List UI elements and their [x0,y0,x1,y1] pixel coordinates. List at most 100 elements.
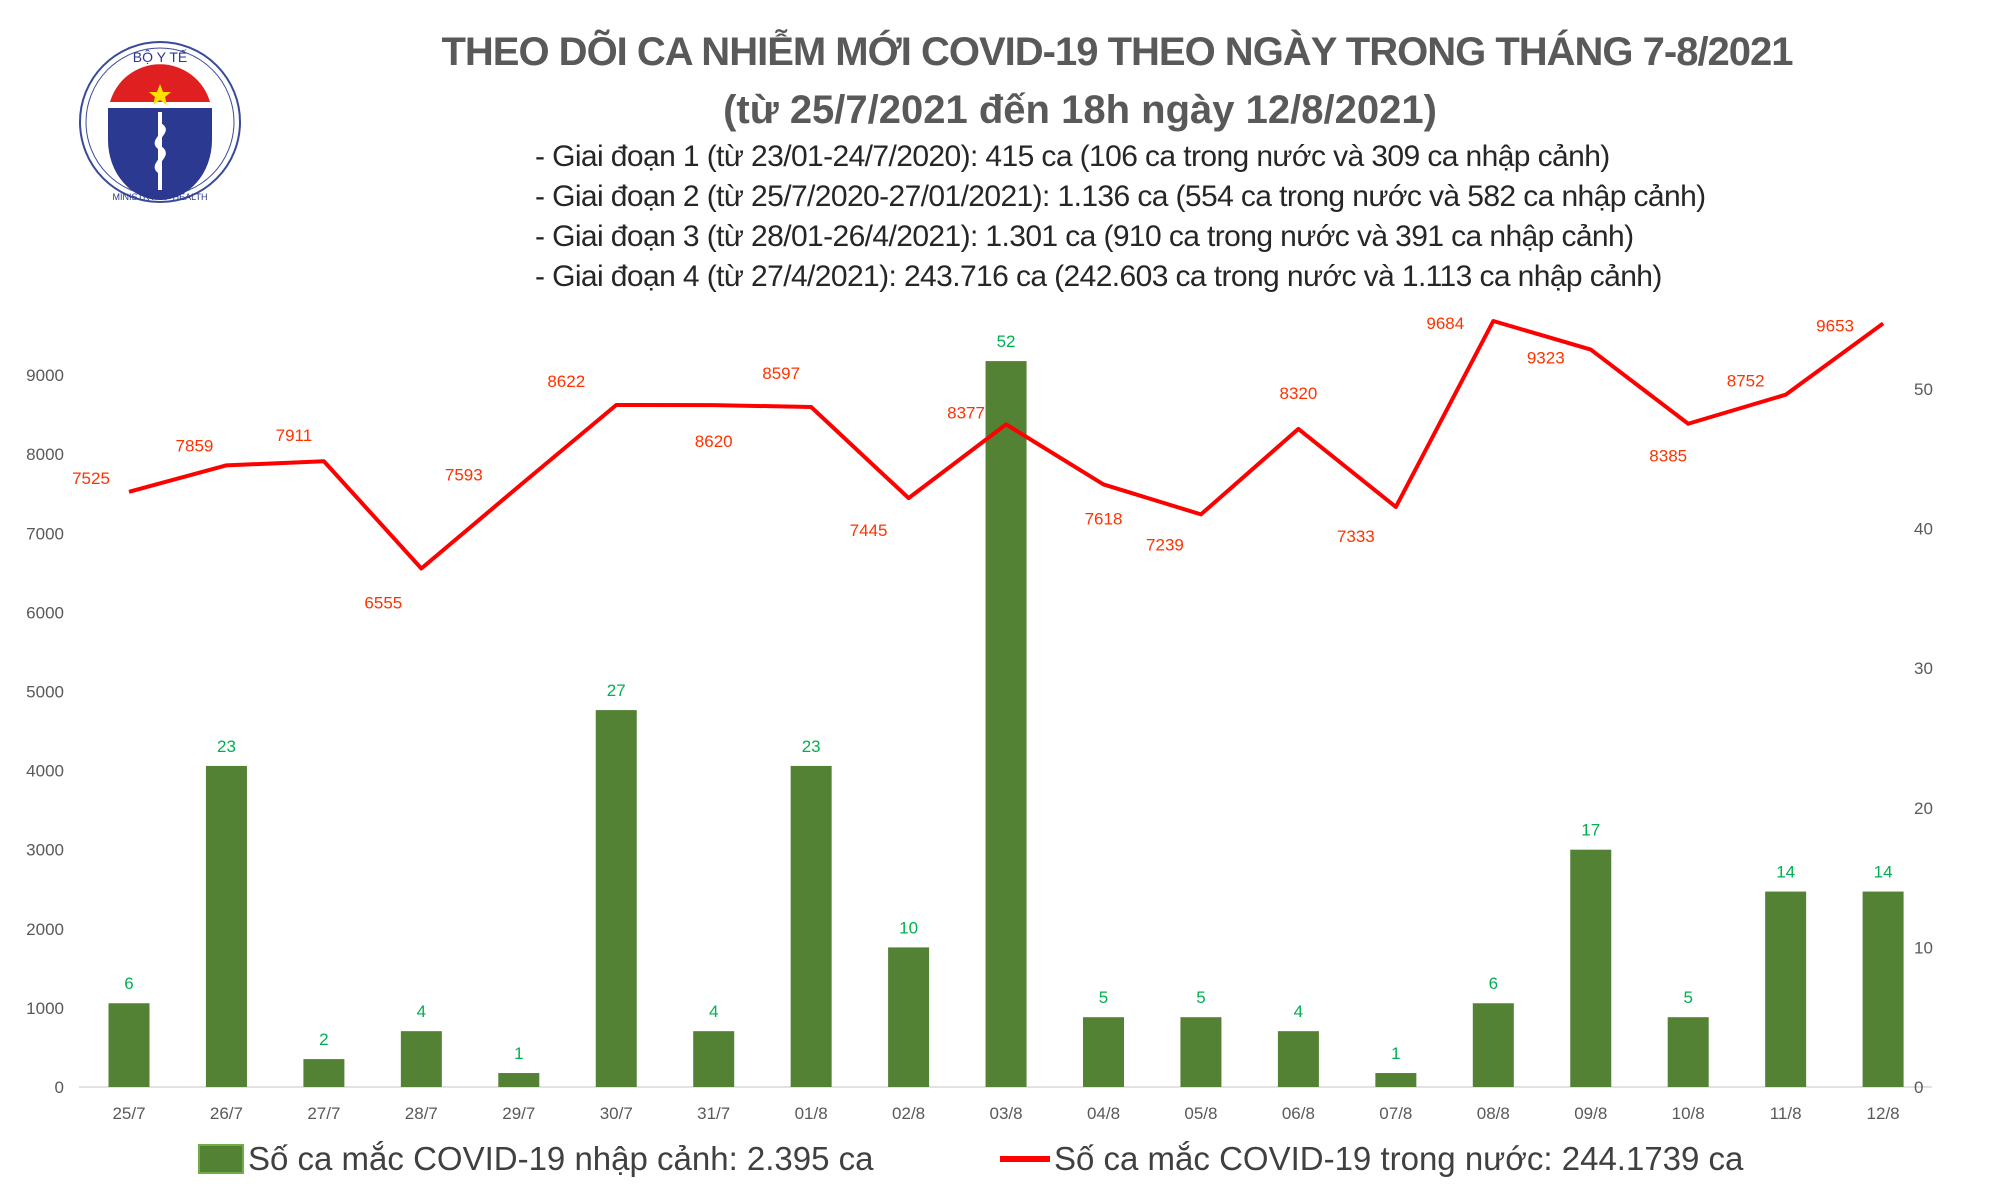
x-tick-label: 28/7 [405,1104,438,1123]
chart-subtitle: (từ 25/7/2021 đến 18h ngày 12/8/2021) [723,88,1437,132]
x-tick-label: 30/7 [600,1104,633,1123]
bar [595,710,637,1087]
legend-bar-swatch [198,1144,244,1174]
y-left-tick-label: 9000 [26,366,64,385]
stage-1-summary: - Giai đoạn 1 (từ 23/01-24/7/2020): 415 … [535,140,1610,173]
bar-data-label: 6 [1489,974,1498,993]
y-left-tick-label: 3000 [26,841,64,860]
x-tick-label: 31/7 [697,1104,730,1123]
bar [1472,1003,1514,1087]
line-data-label: 7525 [72,469,110,488]
bar-data-label: 1 [514,1044,523,1063]
bar [205,765,247,1087]
bar [400,1031,442,1087]
bar [303,1059,345,1087]
bar [1083,1017,1124,1087]
bar [888,947,930,1087]
line-data-label: 7618 [1085,509,1123,528]
bar [693,1031,735,1087]
legend-label-imported: Số ca mắc COVID-19 nhập cảnh: 2.395 ca [248,1140,874,1177]
bar [1667,1017,1709,1087]
y-right-tick-label: 50 [1914,380,1933,399]
x-tick-label: 07/8 [1379,1104,1412,1123]
y-left-tick-label: 1000 [26,999,64,1018]
bar-data-label: 5 [1196,988,1205,1007]
bar-data-label: 23 [802,737,821,756]
bar [1375,1073,1417,1087]
line-data-label: 8752 [1727,372,1765,391]
line-data-label: 7593 [445,465,483,484]
y-left-tick-label: 4000 [26,762,64,781]
bar-data-label: 10 [899,918,918,937]
x-tick-label: 04/8 [1087,1104,1120,1123]
line-data-label: 7911 [276,426,313,445]
bar [1570,849,1612,1087]
line-data-label: 8320 [1279,384,1317,403]
y-left-tick-label: 7000 [26,524,64,543]
bar [1862,891,1904,1087]
line-data-label: 8620 [695,432,733,451]
bar-data-label: 17 [1581,821,1600,840]
legend-item-domestic: Số ca mắc COVID-19 trong nước: 244.1739 … [1000,1140,1743,1178]
line-data-label: 8622 [547,372,585,391]
line-data-label: 9653 [1816,316,1854,335]
y-left-tick-label: 5000 [26,683,64,702]
ministry-of-health-logo: BỘ Y TẾ MINISTRY OF HEALTH [79,41,241,203]
legend-item-imported: Số ca mắc COVID-19 nhập cảnh: 2.395 ca [198,1140,874,1178]
line-series [128,318,1885,571]
bar-data-label: 1 [1391,1044,1400,1063]
stage-3-summary: - Giai đoạn 3 (từ 28/01-26/4/2021): 1.30… [535,220,1634,253]
line-data-label: 8597 [762,364,800,383]
bar-data-label: 23 [217,737,236,756]
x-tick-label: 09/8 [1574,1104,1607,1123]
x-tick-label: 05/8 [1184,1104,1217,1123]
bar-data-label: 52 [997,332,1016,351]
bar [1765,891,1807,1087]
bar [108,1003,150,1087]
bar-data-label: 14 [1776,863,1795,882]
y-right-tick-label: 0 [1914,1078,1923,1097]
y-left-tick-label: 8000 [26,445,64,464]
x-tick-label: 03/8 [990,1104,1023,1123]
bar-data-label: 6 [124,974,133,993]
bar [1180,1017,1222,1087]
x-tick-label: 29/7 [502,1104,535,1123]
bar-data-label: 4 [417,1002,426,1021]
bar-data-label: 14 [1874,863,1893,882]
svg-text:BỘ Y TẾ: BỘ Y TẾ [133,49,187,65]
x-tick-label: 01/8 [795,1104,828,1123]
x-tick-label: 08/8 [1477,1104,1510,1123]
line-data-label: 9684 [1426,314,1464,333]
legend-label-domestic: Số ca mắc COVID-19 trong nước: 244.1739 … [1054,1140,1744,1177]
x-tick-label: 26/7 [210,1104,243,1123]
x-tick-label: 10/8 [1672,1104,1705,1123]
y-left-tick-label: 6000 [26,603,64,622]
x-tick-label: 27/7 [307,1104,340,1123]
x-tick-label: 06/8 [1282,1104,1315,1123]
bar-data-label: 2 [319,1030,328,1049]
bar-data-label: 27 [607,681,626,700]
bar-data-label: 5 [1683,988,1692,1007]
x-tick-label: 25/7 [112,1104,145,1123]
line-data-label: 6555 [364,593,402,612]
stage-4-summary: - Giai đoạn 4 (từ 27/4/2021): 243.716 ca… [535,260,1662,293]
bar [1277,1031,1319,1087]
line-data-label: 7445 [850,521,888,540]
bar [498,1073,540,1087]
svg-text:MINISTRY OF HEALTH: MINISTRY OF HEALTH [112,192,207,202]
x-tick-label: 12/8 [1867,1104,1900,1123]
line-data-label: 7333 [1337,527,1375,546]
chart-title: THEO DÕI CA NHIỄM MỚI COVID-19 THEO NGÀY… [441,30,1793,74]
y-right-tick-label: 10 [1914,938,1933,957]
line-data-label: 8377 [947,403,985,422]
y-right-tick-label: 30 [1914,659,1933,678]
y-right-tick-label: 40 [1914,520,1933,539]
x-tick-label: 11/8 [1770,1104,1802,1123]
bar [790,765,832,1087]
line-data-label: 8385 [1649,447,1687,466]
stage-2-summary: - Giai đoạn 2 (từ 25/7/2020-27/01/2021):… [535,180,1706,213]
bar-data-label: 4 [709,1002,718,1021]
y-left-tick-label: 0 [55,1078,64,1097]
line-data-label: 9323 [1527,349,1565,368]
